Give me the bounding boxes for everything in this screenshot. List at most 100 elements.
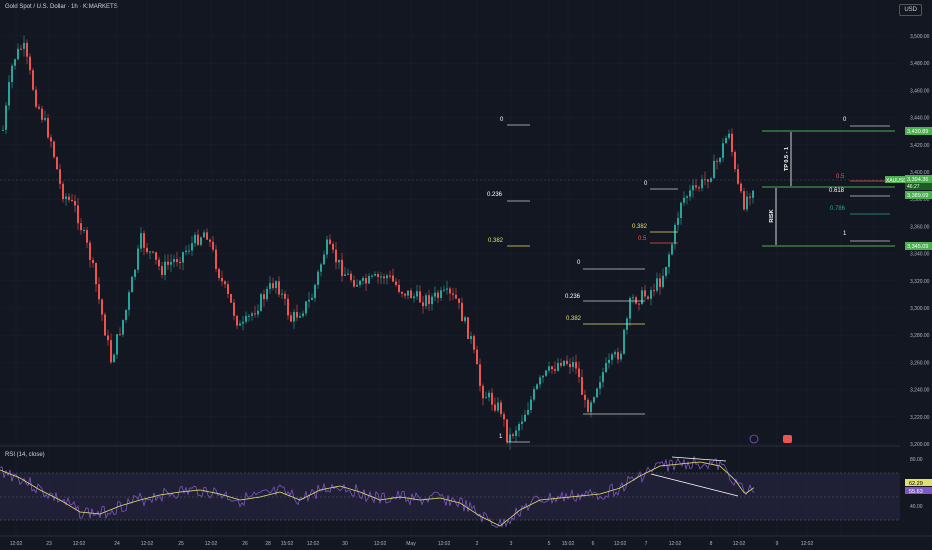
candle-body	[164, 261, 166, 275]
candle-body	[215, 249, 217, 270]
candle-body	[416, 291, 418, 297]
fib-mid2-05: 0.5	[638, 236, 647, 242]
candle-body	[218, 269, 220, 278]
flag-icon[interactable]	[783, 435, 792, 443]
candle-body	[230, 294, 232, 303]
candle-body	[56, 157, 58, 170]
candle-body	[323, 254, 325, 265]
candle-body	[518, 423, 520, 431]
candle-body	[647, 296, 649, 299]
time-axis-label: 24	[114, 541, 120, 547]
candle-body	[407, 290, 409, 296]
candle-body	[206, 232, 208, 240]
time-axis-label: 5	[548, 541, 551, 547]
candle-body	[257, 310, 259, 315]
time-axis[interactable]: 12:02 23 12:02 24 12:02 25 12:02 26 28 15:02 12:02…	[10, 541, 814, 547]
rsi-trendline-top[interactable]	[671, 456, 727, 462]
candle-body	[23, 42, 25, 49]
candle-body	[644, 290, 646, 297]
currency-button[interactable]: USD	[899, 4, 922, 16]
candle-body	[542, 375, 544, 378]
candle-body	[497, 402, 499, 411]
fib-mid-0: 0	[577, 260, 581, 266]
candle-body	[602, 372, 604, 383]
candle-body	[434, 292, 436, 297]
candle-body	[8, 82, 10, 106]
candle-body	[29, 56, 31, 71]
candle-body	[620, 353, 622, 360]
candle-body	[722, 143, 724, 158]
rsi-value-a: 62.29	[909, 481, 923, 487]
candle-body	[638, 303, 640, 305]
candle-body	[527, 410, 529, 415]
candle-body	[302, 313, 304, 317]
time-axis-label: 25	[178, 541, 184, 547]
candle-body	[470, 336, 472, 339]
candle-body	[59, 169, 61, 184]
candle-body	[119, 334, 121, 336]
candle-body	[413, 296, 415, 299]
candle-body	[326, 239, 328, 255]
price-axis-label: 3,300.00	[910, 306, 930, 312]
candle-body	[185, 250, 187, 253]
candle-body	[605, 363, 607, 373]
candle-body	[305, 301, 307, 314]
candle-body	[263, 294, 265, 300]
sl-price-tag: 3,345.09	[907, 244, 928, 250]
fib-mid2-0382: 0.382	[632, 224, 648, 230]
price-tags: 3,430.89 XAUUSD 3,394.36 46:27 3,389.09 …	[885, 127, 932, 250]
fib-left[interactable]: 0 0.236 0.382 1	[487, 117, 530, 443]
rsi-line	[0, 456, 755, 529]
candle-body	[311, 297, 313, 300]
event-icon[interactable]	[749, 434, 759, 444]
candle-body	[494, 404, 496, 411]
rsi-trendline-bottom[interactable]	[650, 473, 739, 497]
price-axis[interactable]: 3,500.00 3,480.00 3,460.00 3,440.00 3,420.00…	[910, 34, 930, 448]
candle-body	[221, 277, 223, 282]
candle-body	[131, 276, 133, 293]
candle-body	[95, 263, 97, 285]
candle-body	[125, 309, 127, 320]
fib-mid[interactable]: 0 0.236 0.382	[565, 260, 645, 415]
time-axis-label: 12:02	[801, 541, 814, 547]
fib-mid2[interactable]: 0 0.382 0.5	[632, 181, 678, 244]
candle-body	[551, 366, 553, 370]
fib-right[interactable]: 0 0.5 0.618 0.786 1	[829, 117, 890, 242]
candle-body	[401, 291, 403, 294]
time-axis-label: 30	[342, 541, 348, 547]
candle-body	[680, 202, 682, 218]
candle-body	[419, 291, 421, 303]
candle-body	[743, 191, 745, 210]
candle-body	[299, 316, 301, 318]
rsi-ma-line	[0, 461, 755, 527]
candle-body	[365, 277, 367, 284]
candle-body	[50, 137, 52, 142]
candle-body	[236, 315, 238, 326]
candle-body	[296, 311, 298, 318]
fib-mid-0236: 0.236	[565, 294, 581, 300]
candle-body	[353, 280, 355, 287]
time-axis-label: 12:02	[374, 541, 387, 547]
candle-body	[62, 183, 64, 200]
candle-body	[251, 313, 253, 316]
time-axis-label: 12:02	[733, 541, 746, 547]
time-axis-label: 12:02	[10, 541, 23, 547]
mid-price-tag: 3,389.09	[907, 193, 928, 199]
candle-body	[665, 266, 667, 276]
candle-body	[2, 129, 4, 131]
fib-right-05: 0.5	[836, 174, 845, 180]
price-axis-label: 3,380.00	[910, 197, 930, 203]
symbol-title: Gold Spot / U.S. Dollar · 1h · K:MARKETS	[5, 4, 118, 10]
candle-body	[233, 302, 235, 316]
candle-body	[194, 234, 196, 244]
candle-body	[689, 190, 691, 197]
candle-body	[320, 264, 322, 272]
candle-body	[554, 369, 556, 371]
candle-body	[641, 290, 643, 304]
candle-body	[431, 296, 433, 305]
candle-body	[584, 394, 586, 400]
candle-body	[104, 314, 106, 336]
candle-body	[26, 42, 28, 57]
candle-body	[575, 361, 577, 369]
